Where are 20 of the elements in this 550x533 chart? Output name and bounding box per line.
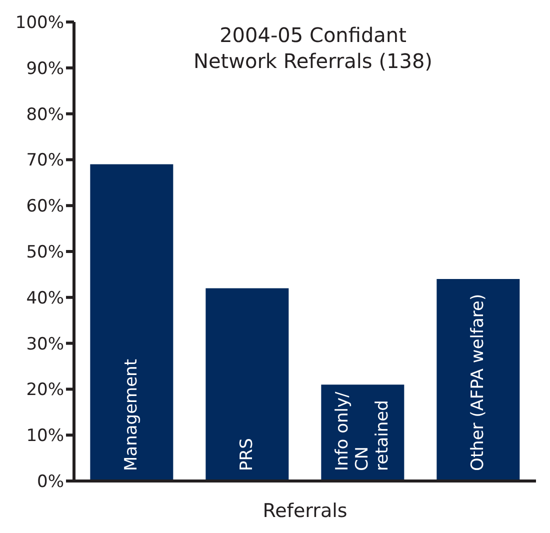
y-tick-label: 80% (26, 104, 64, 125)
y-tick-label: 60% (26, 196, 64, 217)
y-tick-label: 70% (26, 150, 64, 171)
x-tick-label: Management (122, 358, 142, 471)
x-axis-title: Referrals (262, 500, 348, 522)
bar (90, 164, 174, 481)
x-tick-label: Info only/ CN retained (332, 391, 393, 471)
y-tick-label: 0% (37, 472, 64, 492)
x-tick-label: Other (AFPA welfare) (468, 294, 488, 471)
y-tick-label: 10% (26, 426, 64, 446)
y-tick-label: 100% (15, 13, 64, 34)
y-tick-label: 30% (26, 334, 64, 354)
bar (436, 279, 520, 481)
bar (206, 288, 289, 481)
y-tick-label: 20% (26, 380, 64, 400)
text: 2004-05 Confidant Network Referrals (138) (192, 22, 434, 74)
y-tick-label: 90% (26, 58, 64, 79)
x-tick-label: PRS (237, 438, 258, 471)
y-tick-label: 50% (26, 242, 64, 263)
y-tick-label: 40% (26, 288, 64, 308)
